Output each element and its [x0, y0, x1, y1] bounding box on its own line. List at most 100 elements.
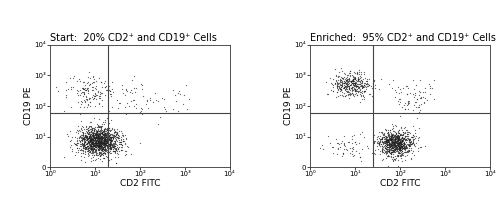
Point: [381, 146, 389, 149]
Point: [92, 149, 100, 152]
Point: [98, 125, 106, 128]
Point: [388, 142, 396, 145]
Point: [388, 140, 396, 143]
Point: [100, 128, 108, 131]
Point: [371, 149, 379, 152]
Point: [94, 138, 102, 141]
Point: [54, 89, 62, 93]
Point: [340, 81, 348, 85]
Point: [402, 146, 410, 149]
Point: [380, 133, 388, 136]
Point: [84, 76, 92, 79]
Point: [332, 80, 340, 83]
Point: [346, 91, 354, 94]
Point: [384, 138, 392, 142]
Point: [95, 134, 103, 137]
Point: [88, 148, 96, 151]
Point: [97, 148, 105, 151]
Point: [350, 75, 358, 79]
Point: [371, 140, 379, 143]
Point: [106, 144, 114, 148]
Point: [60, 155, 68, 159]
Point: [112, 149, 120, 152]
Point: [104, 140, 112, 143]
Point: [388, 135, 396, 138]
Point: [351, 92, 359, 95]
Point: [102, 139, 110, 143]
Point: [104, 136, 112, 139]
Point: [107, 140, 115, 143]
Point: [348, 92, 356, 95]
Point: [80, 146, 88, 150]
Point: [396, 140, 404, 143]
Point: [93, 131, 101, 134]
Point: [101, 140, 109, 143]
Point: [160, 106, 168, 109]
Point: [125, 104, 133, 107]
Point: [98, 130, 106, 133]
Point: [132, 86, 140, 89]
Point: [362, 81, 370, 84]
Point: [108, 87, 116, 91]
Point: [94, 134, 102, 138]
Point: [86, 134, 94, 137]
Point: [78, 139, 86, 142]
Point: [94, 141, 102, 145]
Point: [354, 82, 362, 85]
Point: [382, 144, 390, 147]
Point: [104, 147, 112, 150]
Point: [402, 147, 410, 150]
Point: [338, 94, 346, 97]
Point: [88, 150, 96, 154]
Point: [82, 134, 90, 137]
Point: [98, 143, 106, 146]
Point: [120, 139, 128, 142]
Point: [98, 151, 106, 154]
Point: [347, 86, 355, 90]
Point: [344, 75, 351, 79]
Point: [338, 82, 345, 86]
Point: [348, 87, 356, 90]
Point: [389, 135, 397, 139]
Point: [100, 128, 108, 132]
Point: [169, 108, 177, 111]
Point: [66, 76, 74, 79]
Point: [342, 79, 350, 82]
Point: [94, 131, 102, 135]
Point: [336, 83, 344, 87]
Point: [96, 146, 104, 150]
Point: [79, 143, 87, 147]
Point: [80, 87, 88, 91]
Point: [392, 145, 400, 148]
Point: [84, 141, 92, 144]
Point: [84, 142, 92, 145]
Point: [349, 78, 357, 81]
Point: [381, 127, 389, 130]
Point: [398, 151, 406, 154]
Point: [102, 134, 110, 137]
Point: [123, 90, 131, 93]
Point: [97, 127, 105, 130]
Point: [356, 80, 364, 84]
Point: [118, 140, 126, 143]
Point: [400, 146, 407, 150]
Point: [416, 146, 424, 149]
Point: [348, 90, 356, 93]
Point: [394, 145, 402, 148]
Point: [92, 98, 100, 101]
Point: [399, 130, 407, 134]
Point: [100, 138, 108, 141]
Point: [398, 133, 406, 136]
Point: [87, 139, 95, 143]
Point: [88, 136, 96, 140]
Point: [342, 76, 350, 79]
Point: [351, 84, 359, 87]
Point: [110, 144, 118, 148]
Point: [90, 133, 98, 137]
Point: [400, 112, 408, 115]
Point: [88, 147, 96, 151]
Point: [98, 135, 106, 139]
Point: [104, 144, 112, 148]
Point: [92, 87, 100, 90]
Point: [92, 135, 100, 139]
